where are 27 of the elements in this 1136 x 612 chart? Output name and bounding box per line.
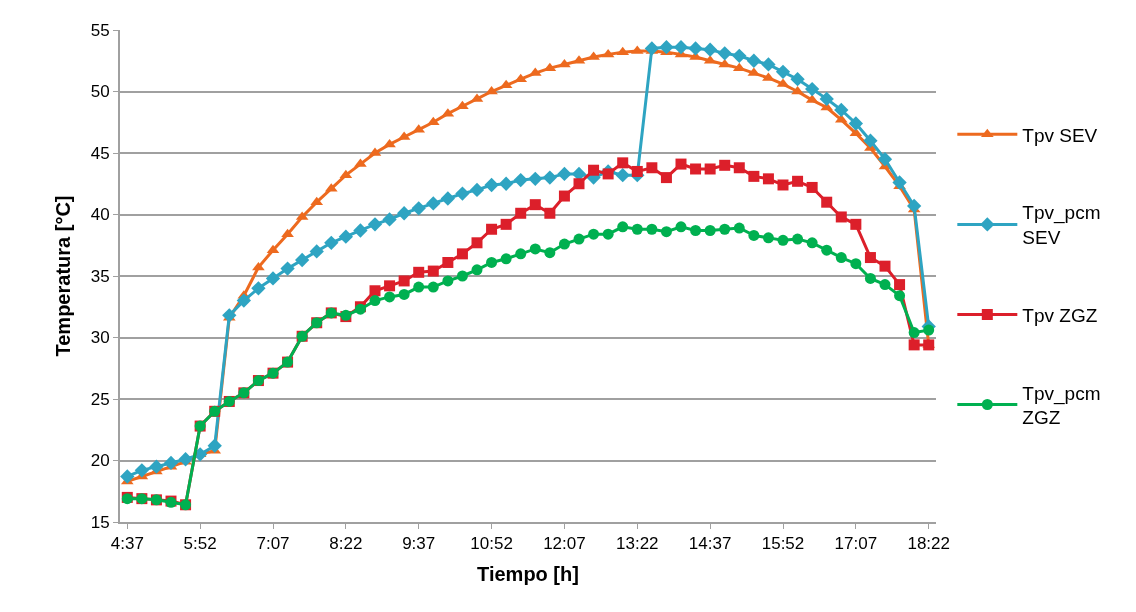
x-tick-label: 13:22 [616,534,659,554]
legend-label: Tpv SEV [1022,124,1098,146]
y-tick-label: 35 [90,266,110,286]
y-tick-label: 20 [90,451,110,471]
x-tick-label: 8:22 [329,534,363,554]
x-tick-label: 4:37 [110,534,144,554]
x-tick-label: 17:07 [834,534,878,554]
x-tick-label: 14:37 [688,534,732,554]
y-axis-title: Temperatura [°C] [51,195,74,357]
y-tick-label: 55 [90,20,110,40]
x-tick-label: 10:52 [470,534,513,554]
y-tick-label: 40 [90,205,110,225]
legend-label: Tpv_pcm SEV [1022,202,1101,249]
x-axis-title: Tiempo [h] [477,563,579,586]
y-tick-label: 25 [90,389,110,409]
legend-label: Tpv_pcm ZGZ [1022,382,1101,429]
x-tick-label: 5:52 [183,534,217,554]
x-tick-label: 15:52 [761,534,805,554]
legend-label: Tpv ZGZ [1022,304,1098,326]
x-tick-label: 7:07 [256,534,290,554]
y-tick-label: 50 [90,82,110,102]
x-tick-label: 12:07 [543,534,586,554]
x-tick-label: 18:22 [907,534,950,554]
y-tick-label: 15 [90,512,110,532]
y-tick-label: 30 [90,328,110,348]
x-tick-label: 9:37 [402,534,436,554]
y-tick-label: 45 [90,143,110,163]
